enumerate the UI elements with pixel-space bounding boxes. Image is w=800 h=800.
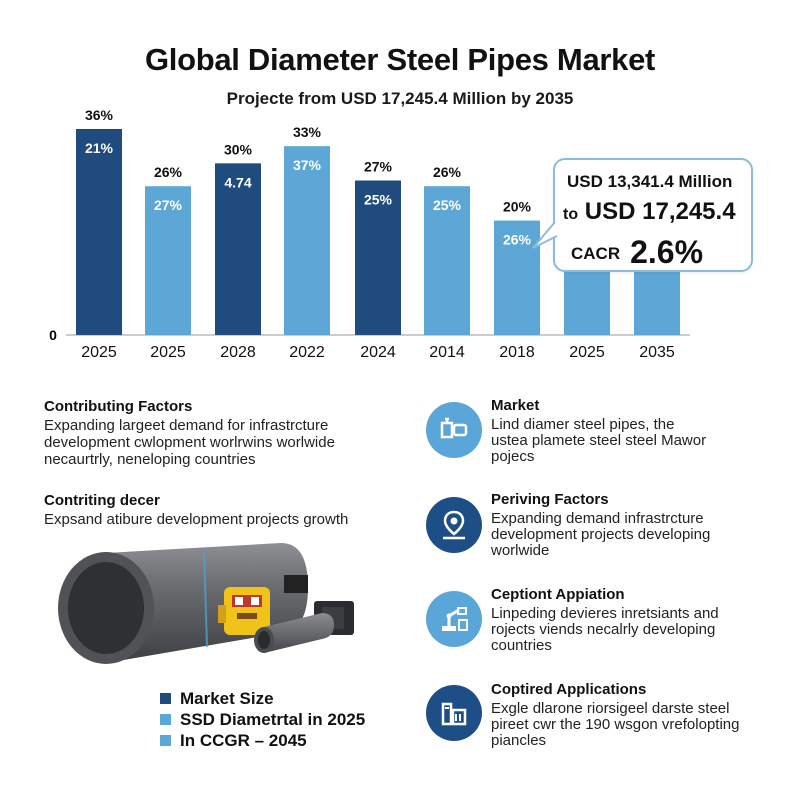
robot-arm-icon — [426, 591, 482, 647]
section-heading: Contributing Factors — [44, 398, 193, 415]
bar-top-label: 36% — [85, 107, 114, 123]
section-body: Exgle dlarone riorsigeel darste steel pi… — [491, 700, 740, 749]
bar-2 — [215, 163, 261, 335]
bar-inner-label: 27% — [154, 197, 183, 213]
legend-label: SSD Diametrtal in 2025 — [180, 710, 366, 729]
bar-top-label: 27% — [364, 159, 393, 175]
x-tick-label: 2028 — [220, 344, 256, 361]
legend-item: Market Size — [160, 688, 365, 709]
location-pin-icon — [426, 497, 482, 553]
bar-5 — [424, 186, 470, 335]
bar-top-label: 30% — [224, 141, 253, 157]
contributing-factors-section: Contributing Factors Expanding largeet d… — [44, 398, 404, 468]
section-heading: Coptired Applications — [491, 681, 647, 698]
bar-4 — [355, 180, 401, 335]
section-body: Lind diamer steel pipes, the ustea plame… — [491, 416, 707, 465]
legend-swatch-dark — [160, 693, 171, 704]
callout-cagr: CACR 2.6% — [571, 230, 704, 270]
market-value-callout: USD 13,341.4 Million to USD 17,245.4 CAC… — [532, 158, 753, 272]
x-tick-label: 2014 — [429, 344, 465, 361]
x-tick-label: 2018 — [499, 344, 535, 361]
bar-inner-label: 21% — [85, 140, 114, 156]
x-tick-label: 2025 — [150, 344, 186, 361]
bar-top-label: 20% — [503, 199, 532, 215]
legend-item: In CCGR – 2045 — [160, 730, 365, 751]
legend-swatch-light — [160, 714, 171, 725]
section-body: Expsand atibure development projects gro… — [44, 511, 349, 528]
x-tick-label: 2025 — [569, 344, 605, 361]
steel-pipe-illustration — [58, 543, 354, 664]
callout-start-value: USD 13,341.4 Million — [567, 172, 733, 191]
y-tick-label: 0 — [49, 327, 57, 343]
contriting-decer-section: Contriting decer Expsand atibure develop… — [44, 492, 404, 528]
coptired-applications-section: Coptired Applications Exgle dlarone rior… — [491, 682, 771, 749]
bar-6 — [494, 220, 540, 335]
legend-item: SSD Diametrtal in 2025 — [160, 709, 365, 730]
bar-inner-label: 37% — [293, 157, 322, 173]
bar-top-label: 26% — [433, 164, 462, 180]
section-heading: Periving Factors — [491, 491, 609, 508]
callout-cagr-label: CACR — [571, 244, 621, 263]
callout-end-amount: USD 17,245.4 — [584, 198, 736, 225]
callout-cagr-value: 2.6% — [630, 234, 704, 270]
section-heading: Contriting decer — [44, 492, 160, 509]
legend-label: Market Size — [180, 689, 274, 708]
x-tick-label: 2035 — [639, 344, 675, 361]
bar-inner-label: 4.74 — [224, 174, 251, 190]
section-heading: Market — [491, 397, 540, 414]
bar-top-label: 26% — [154, 164, 183, 180]
bar-0 — [76, 129, 122, 335]
x-tick-label: 2025 — [81, 344, 117, 361]
chart-legend: Market Size SSD Diametrtal in 2025 In CC… — [160, 688, 365, 751]
section-body: Expanding largeet demand for infrastrctu… — [44, 417, 335, 468]
bar-inner-label: 25% — [364, 192, 393, 208]
legend-label: In CCGR – 2045 — [180, 731, 307, 750]
factory-icon — [426, 685, 482, 741]
valve-icon — [426, 402, 482, 458]
callout-end-value: to USD 17,245.4 — [563, 198, 736, 226]
section-body: Expanding demand infrastrcture developme… — [491, 510, 711, 559]
yellow-robot-icon — [218, 587, 270, 635]
bar-inner-label: 26% — [503, 232, 532, 248]
callout-to-label: to — [563, 206, 579, 223]
section-heading: Ceptiont Appiation — [491, 586, 625, 603]
chart-subtitle: Projecte from USD 17,245.4 Million by 20… — [226, 89, 574, 108]
callout-pointer — [532, 221, 558, 249]
ceptiont-appiation-section: Ceptiont Appiation Linpeding devieres in… — [491, 587, 771, 654]
bar-top-label: 33% — [293, 124, 322, 140]
legend-swatch-light — [160, 735, 171, 746]
market-section: Market Lind diamer steel pipes, the uste… — [491, 398, 771, 465]
bar-inner-label: 25% — [433, 197, 462, 213]
bar-1 — [145, 186, 191, 335]
chart-title: Global Diameter Steel Pipes Market — [144, 42, 656, 77]
bar-3 — [284, 146, 330, 335]
periving-factors-section: Periving Factors Expanding demand infras… — [491, 492, 771, 559]
x-tick-label: 2024 — [360, 344, 396, 361]
section-body: Linpeding devieres inretsiants and rojec… — [491, 605, 719, 654]
x-tick-label: 2022 — [289, 344, 325, 361]
